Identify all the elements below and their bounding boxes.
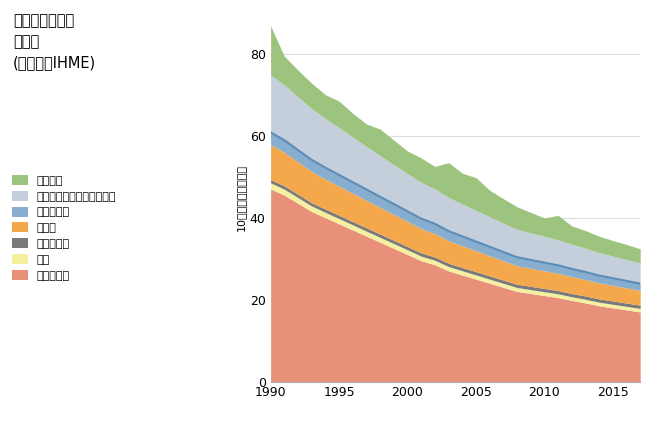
Legend: 自然災害, 蛸白・カロリー・栄養失調, 寒さ・暸さ, 炱帯病, 悪性黑色腫, 脳炎, 腸管感染症: 自然災害, 蛸白・カロリー・栄養失調, 寒さ・暸さ, 炱帯病, 悪性黑色腫, 脳… bbox=[12, 175, 116, 281]
Y-axis label: 10万人当たり死亡数: 10万人当たり死亡数 bbox=[236, 164, 246, 231]
Text: 気候に関連する
死亡率
(データはIHME): 気候に関連する 死亡率 (データはIHME) bbox=[13, 13, 96, 70]
